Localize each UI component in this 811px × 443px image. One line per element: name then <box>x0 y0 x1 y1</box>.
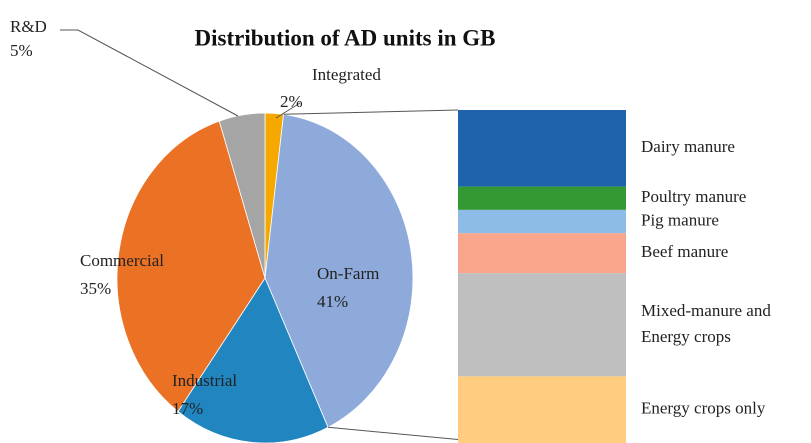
bar-segment-label: Pig manure <box>641 210 719 229</box>
slice-value-label: 35% <box>80 279 111 298</box>
connector-line <box>327 426 501 443</box>
slice-value-label: 5% <box>10 41 33 60</box>
bar-segment <box>458 273 626 377</box>
connector-line <box>283 109 459 115</box>
chart-title: Distribution of AD units in GB <box>195 25 496 50</box>
pie-slice <box>116 120 266 413</box>
slice-value-label: 17% <box>172 399 203 418</box>
pie-slice <box>264 113 414 428</box>
bar-segment-label: Energy crops only <box>641 399 766 418</box>
slice-value-label: 41% <box>317 292 348 311</box>
slice-label: Integrated <box>312 65 381 84</box>
bar-segment-label: Poultry manure <box>641 187 746 206</box>
bar-segment-label: Dairy manure <box>641 137 735 156</box>
pie-slice <box>218 112 266 279</box>
bar-segment <box>458 209 626 234</box>
bar-segment <box>458 376 626 443</box>
slice-value-label: 2% <box>280 92 303 111</box>
slice-label: On-Farm <box>317 264 379 283</box>
slice-label: Commercial <box>80 251 164 270</box>
bar-segment <box>458 110 626 187</box>
slice-label: R&D <box>10 17 47 36</box>
pie-slice <box>177 277 329 443</box>
bar-segment-label: Mixed-manure and Energy crops <box>641 301 771 346</box>
bar-segment <box>458 186 626 210</box>
leader-line <box>275 102 301 119</box>
leader-line <box>60 29 239 117</box>
slice-label: Industrial <box>172 371 237 390</box>
bar-segment <box>458 233 626 274</box>
bar-segment-label: Beef manure <box>641 242 728 261</box>
